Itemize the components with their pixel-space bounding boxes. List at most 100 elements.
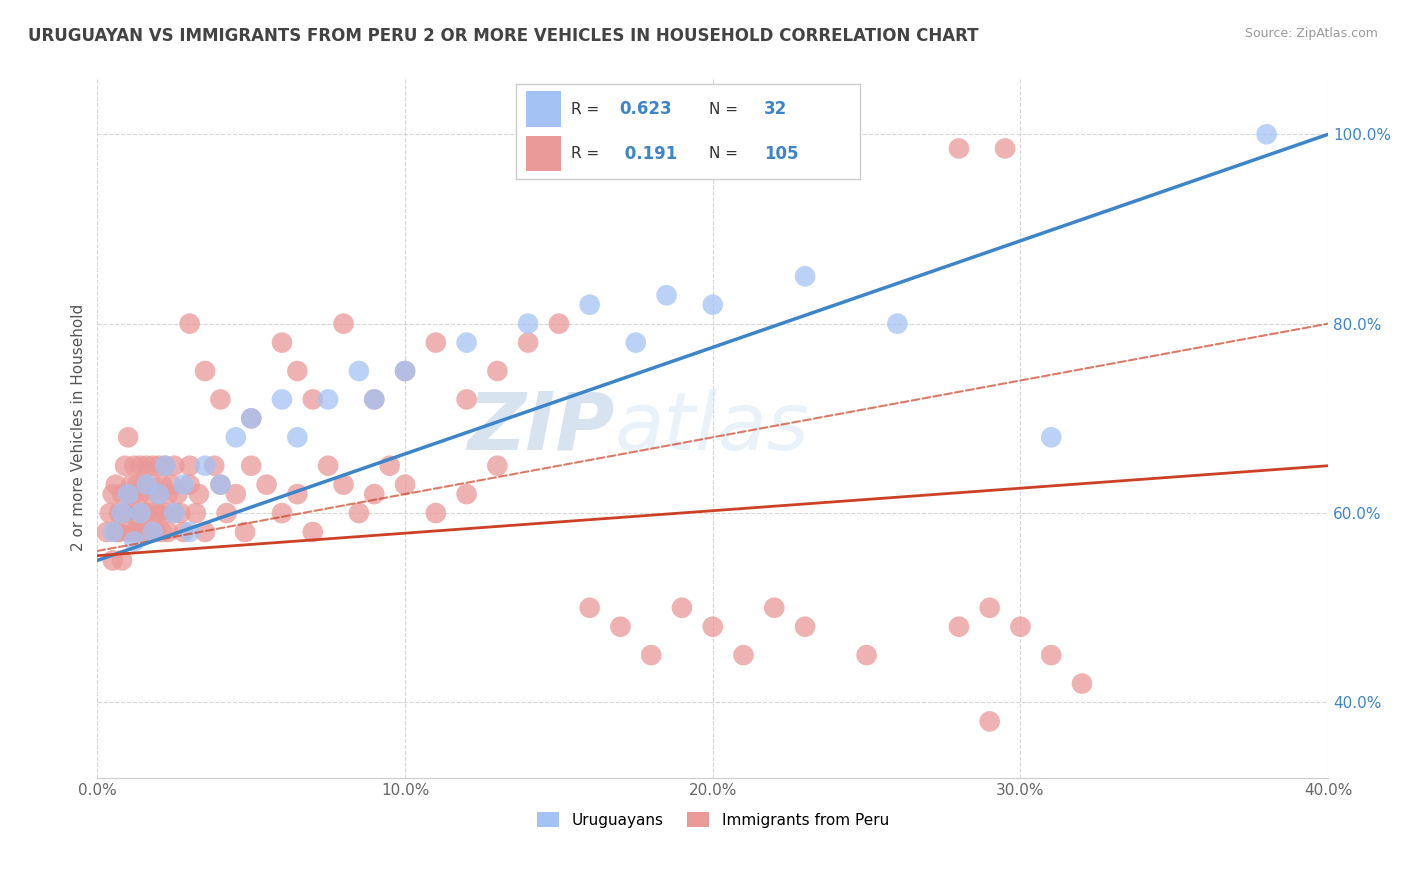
Point bbox=[316, 392, 339, 407]
Point bbox=[240, 458, 263, 473]
Point bbox=[794, 269, 817, 284]
Point bbox=[578, 298, 600, 312]
Point bbox=[233, 524, 256, 539]
Point bbox=[456, 487, 478, 501]
Legend: Uruguayans, Immigrants from Peru: Uruguayans, Immigrants from Peru bbox=[530, 805, 896, 834]
Point bbox=[117, 487, 139, 501]
Point bbox=[456, 392, 478, 407]
Point bbox=[145, 524, 167, 539]
Point bbox=[225, 430, 247, 444]
Point bbox=[425, 335, 447, 350]
Point bbox=[285, 487, 308, 501]
Point bbox=[101, 553, 124, 567]
Point bbox=[129, 487, 152, 501]
Point bbox=[148, 458, 170, 473]
Point bbox=[347, 364, 370, 378]
Point bbox=[194, 364, 217, 378]
Point bbox=[157, 524, 180, 539]
Y-axis label: 2 or more Vehicles in Household: 2 or more Vehicles in Household bbox=[72, 304, 86, 551]
Text: atlas: atlas bbox=[614, 389, 808, 467]
Point bbox=[104, 477, 127, 491]
Point bbox=[179, 477, 201, 491]
Point bbox=[624, 335, 647, 350]
Point bbox=[285, 430, 308, 444]
Point bbox=[301, 524, 323, 539]
Point bbox=[655, 288, 678, 302]
Point bbox=[173, 477, 195, 491]
Point bbox=[225, 487, 247, 501]
Point bbox=[301, 392, 323, 407]
Point bbox=[111, 553, 134, 567]
Point bbox=[135, 506, 157, 520]
Point bbox=[256, 477, 278, 491]
Point bbox=[150, 477, 173, 491]
Point bbox=[169, 506, 191, 520]
Point bbox=[363, 392, 385, 407]
Point bbox=[142, 458, 165, 473]
Text: Source: ZipAtlas.com: Source: ZipAtlas.com bbox=[1244, 27, 1378, 40]
Point bbox=[129, 458, 152, 473]
Point bbox=[160, 477, 183, 491]
Point bbox=[240, 411, 263, 425]
Point bbox=[153, 458, 176, 473]
Point bbox=[173, 524, 195, 539]
Point bbox=[271, 506, 294, 520]
Point bbox=[163, 458, 186, 473]
Point bbox=[124, 487, 146, 501]
Point bbox=[145, 506, 167, 520]
Text: URUGUAYAN VS IMMIGRANTS FROM PERU 2 OR MORE VEHICLES IN HOUSEHOLD CORRELATION CH: URUGUAYAN VS IMMIGRANTS FROM PERU 2 OR M… bbox=[28, 27, 979, 45]
Point bbox=[456, 335, 478, 350]
Point bbox=[101, 487, 124, 501]
Point bbox=[135, 458, 157, 473]
Point bbox=[163, 506, 186, 520]
Point bbox=[979, 600, 1001, 615]
Point bbox=[153, 506, 176, 520]
Point bbox=[347, 506, 370, 520]
Point bbox=[120, 477, 142, 491]
Point bbox=[163, 506, 186, 520]
Point bbox=[271, 335, 294, 350]
Point bbox=[394, 477, 416, 491]
Point bbox=[111, 506, 134, 520]
Point bbox=[733, 648, 755, 662]
Point bbox=[378, 458, 401, 473]
Point bbox=[108, 506, 131, 520]
Point bbox=[124, 524, 146, 539]
Point bbox=[794, 620, 817, 634]
Point bbox=[117, 524, 139, 539]
Point bbox=[135, 477, 157, 491]
Point bbox=[96, 524, 118, 539]
Point bbox=[108, 524, 131, 539]
Point bbox=[240, 411, 263, 425]
Point bbox=[316, 458, 339, 473]
Point bbox=[994, 141, 1017, 155]
Point bbox=[117, 430, 139, 444]
Point bbox=[179, 458, 201, 473]
Point bbox=[394, 364, 416, 378]
Point bbox=[120, 506, 142, 520]
Point bbox=[886, 317, 908, 331]
Point bbox=[166, 487, 188, 501]
Point bbox=[271, 392, 294, 407]
Point bbox=[150, 524, 173, 539]
Point bbox=[209, 477, 232, 491]
Point bbox=[394, 364, 416, 378]
Point bbox=[127, 477, 149, 491]
Text: ZIP: ZIP bbox=[467, 389, 614, 467]
Point bbox=[609, 620, 631, 634]
Point bbox=[285, 364, 308, 378]
Point bbox=[153, 458, 176, 473]
Point bbox=[486, 458, 509, 473]
Point bbox=[1040, 648, 1063, 662]
Point bbox=[101, 524, 124, 539]
Point bbox=[209, 477, 232, 491]
Point bbox=[129, 506, 152, 520]
Point bbox=[1071, 676, 1094, 690]
Point bbox=[363, 487, 385, 501]
Point bbox=[132, 506, 155, 520]
Point bbox=[209, 392, 232, 407]
Point bbox=[111, 487, 134, 501]
Point bbox=[148, 506, 170, 520]
Point bbox=[148, 487, 170, 501]
Point bbox=[98, 506, 121, 520]
